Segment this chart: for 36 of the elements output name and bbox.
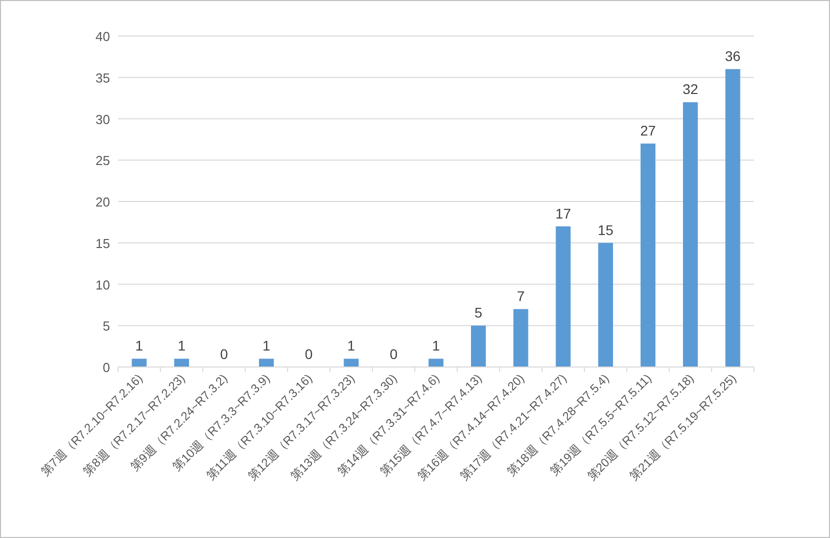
y-tick-label: 10 — [96, 277, 110, 292]
y-tick-label: 25 — [96, 153, 110, 168]
bar — [428, 358, 444, 367]
data-label: 36 — [725, 48, 741, 64]
bar — [725, 69, 740, 367]
data-label: 0 — [220, 346, 228, 362]
data-label: 1 — [178, 338, 186, 354]
data-label: 15 — [598, 222, 614, 238]
bar — [470, 326, 486, 367]
y-tick-label: 0 — [102, 360, 110, 375]
data-label: 1 — [262, 338, 270, 354]
data-label: 27 — [640, 122, 656, 139]
bar — [258, 358, 274, 367]
data-label: 7 — [516, 288, 525, 304]
bar — [598, 242, 614, 367]
y-tick-label: 20 — [96, 194, 110, 210]
y-tick-label: 40 — [96, 29, 110, 44]
data-label: 0 — [304, 346, 313, 362]
data-label: 1 — [347, 338, 356, 354]
data-label: 17 — [555, 205, 572, 222]
bar — [682, 102, 698, 367]
y-tick-label: 15 — [96, 236, 110, 251]
data-label: 1 — [432, 338, 440, 354]
bar — [344, 358, 359, 367]
y-tick-label: 5 — [102, 318, 110, 334]
data-label: 1 — [135, 338, 144, 354]
bar — [132, 358, 147, 367]
bar — [556, 226, 571, 367]
y-tick-label: 30 — [96, 112, 110, 127]
data-label: 32 — [682, 81, 698, 98]
bar — [513, 309, 528, 367]
bar — [174, 358, 190, 367]
y-tick-label: 35 — [96, 70, 110, 86]
data-label: 5 — [474, 304, 482, 321]
data-label: 0 — [390, 346, 398, 362]
bar — [640, 144, 656, 367]
